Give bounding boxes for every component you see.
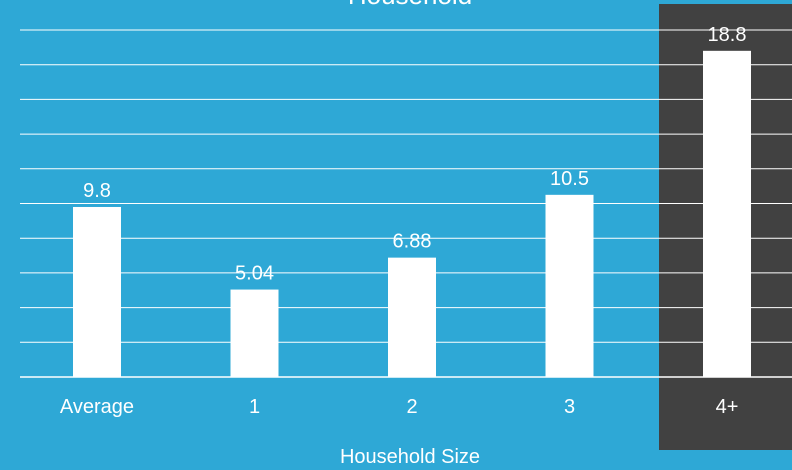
x-tick-label: 1	[249, 396, 260, 418]
value-label: 6.88	[393, 231, 432, 253]
x-tick-label: Average	[60, 396, 134, 418]
value-labels: 9.8 5.04 6.88 10.5 18.8	[83, 24, 746, 285]
bar-average	[73, 206, 121, 377]
value-label: 9.8	[83, 180, 111, 202]
bar-3	[545, 194, 594, 377]
x-tick-label: 2	[406, 396, 417, 418]
gridlines	[20, 29, 792, 378]
x-tick-label: 3	[564, 396, 575, 418]
value-label: 18.8	[708, 24, 747, 46]
x-axis-title: Household Size	[340, 446, 480, 468]
bar-1	[230, 289, 279, 377]
x-tick-label: 4+	[716, 396, 739, 418]
x-tick-labels: Average 1 2 3 4+	[60, 396, 738, 418]
bar-2	[388, 257, 436, 377]
bar-4	[703, 50, 751, 377]
bars	[73, 50, 751, 377]
value-label: 10.5	[550, 168, 589, 190]
chart-title: Household	[348, 0, 472, 10]
value-label: 5.04	[235, 263, 274, 285]
